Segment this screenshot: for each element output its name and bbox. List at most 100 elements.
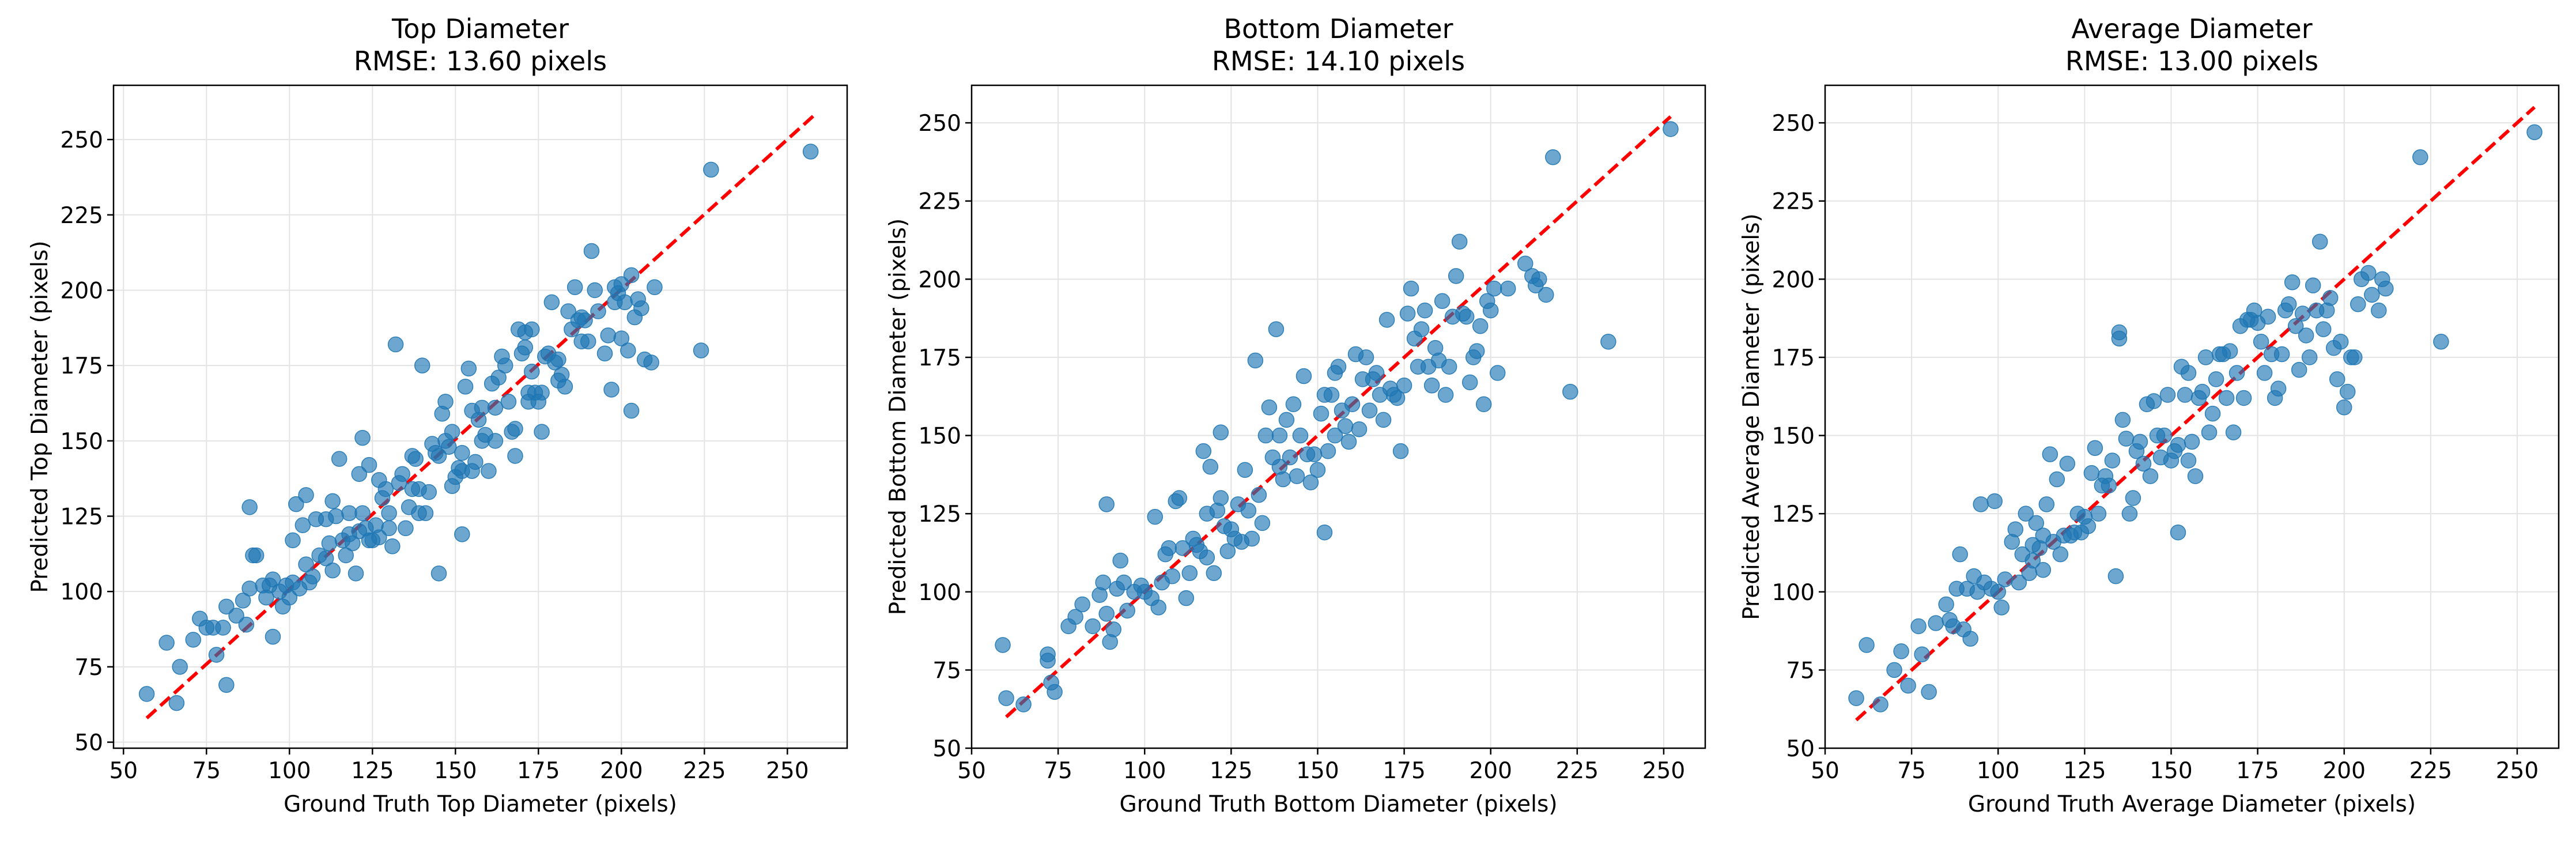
- x-axis-label: Ground Truth Average Diameter (pixels): [1968, 791, 2416, 817]
- scatter-point: [2225, 424, 2242, 440]
- scatter-point: [1344, 396, 1361, 413]
- chart-title: Average Diameter: [2071, 13, 2312, 44]
- scatter-points: [1848, 124, 2543, 712]
- scatter-point: [414, 357, 430, 374]
- x-tick-label: 200: [1469, 758, 1512, 784]
- scatter-point: [1098, 605, 1115, 622]
- y-tick-label: 125: [919, 501, 961, 527]
- scatter-point: [2363, 286, 2380, 303]
- scatter-point: [1295, 368, 1312, 384]
- x-tick-label: 125: [2063, 758, 2106, 784]
- scatter-point: [600, 327, 617, 344]
- scatter-point: [2329, 371, 2345, 387]
- x-tick-label: 100: [1123, 758, 1166, 784]
- scatter-point: [1161, 540, 1177, 556]
- y-tick-label: 225: [1772, 189, 1815, 215]
- scatter-point: [1098, 496, 1115, 512]
- scatter-point: [1448, 268, 1464, 284]
- scatter-point: [481, 463, 497, 479]
- scatter-point: [1261, 399, 1278, 416]
- scatter-point: [2378, 280, 2394, 297]
- scatter-point: [324, 493, 341, 510]
- scatter-point: [354, 505, 371, 522]
- scatter-point: [507, 448, 523, 464]
- scatter-point: [1254, 515, 1271, 531]
- scatter-point: [285, 532, 301, 549]
- y-tick-label: 125: [61, 504, 103, 530]
- x-tick-label: 150: [2150, 758, 2192, 784]
- x-tick-label: 50: [957, 758, 986, 784]
- scatter-point: [1545, 149, 1561, 165]
- scatter-point: [1993, 599, 2010, 616]
- scatter-point: [2114, 412, 2131, 428]
- scatter-point: [1150, 599, 1167, 616]
- x-tick-label: 225: [1556, 758, 1599, 784]
- scatter-point: [2038, 496, 2055, 512]
- scatter-point: [2121, 506, 2138, 522]
- scatter-point: [1340, 433, 1357, 450]
- scatter-point: [1531, 271, 1547, 288]
- x-tick-label: 150: [434, 758, 477, 784]
- scatter-point: [1316, 524, 1333, 541]
- scatter-point: [2218, 390, 2235, 406]
- scatter-point: [1309, 462, 1326, 478]
- y-tick-label: 250: [919, 111, 961, 137]
- scatter-point: [2412, 149, 2428, 165]
- scatter-point: [2146, 393, 2162, 409]
- scatter-point: [1351, 421, 1368, 438]
- scatter-point: [2273, 346, 2290, 363]
- scatter-point: [497, 357, 513, 374]
- scatter-point: [802, 144, 819, 160]
- scatter-point: [228, 608, 244, 624]
- scatter-point: [460, 360, 477, 377]
- scatter-point: [2301, 349, 2318, 365]
- scatter-point: [1517, 255, 1533, 271]
- x-tick-label: 100: [268, 758, 311, 784]
- scatter-point: [1015, 696, 1032, 712]
- scatter-point: [172, 659, 188, 675]
- scatter-point: [2256, 365, 2273, 381]
- scatter-point: [613, 330, 630, 346]
- scatter-point: [647, 279, 663, 295]
- scatter-point: [623, 402, 640, 419]
- y-axis-label: Predicted Top Diameter (pixels): [27, 240, 53, 593]
- scatter-point: [1047, 684, 1063, 700]
- scatter-point: [1886, 662, 1902, 678]
- scatter-point: [998, 690, 1014, 706]
- x-tick-label: 50: [109, 758, 138, 784]
- scatter-point: [421, 484, 437, 500]
- scatter-point: [2360, 265, 2377, 281]
- chart-subtitle: RMSE: 14.10 pixels: [1212, 46, 1465, 77]
- scatter-point: [238, 616, 255, 633]
- scatter-point: [1434, 293, 1451, 310]
- scatter-point: [1206, 565, 1222, 581]
- scatter-points: [995, 121, 1679, 712]
- scatter-point: [1475, 396, 1492, 413]
- scatter-point: [2280, 296, 2297, 312]
- scatter-point: [1893, 643, 1909, 659]
- x-tick-label: 250: [2496, 758, 2539, 784]
- scatter-point: [288, 496, 304, 512]
- scatter-point: [2170, 437, 2186, 453]
- scatter-point: [1202, 459, 1219, 475]
- scatter-point: [138, 686, 155, 702]
- scatter-point: [2007, 521, 2024, 538]
- scatter-point: [344, 535, 361, 552]
- scatter-point: [430, 448, 447, 464]
- scatter-point: [2228, 365, 2245, 381]
- scatter-point: [617, 294, 633, 311]
- scatter-points: [138, 144, 819, 711]
- scatter-point: [328, 508, 344, 525]
- scatter-point: [1482, 302, 1499, 319]
- scatter-point: [2180, 452, 2197, 469]
- scatter-point: [377, 481, 394, 497]
- plot-area-frame: [1824, 84, 2560, 749]
- scatter-point: [1910, 618, 1927, 635]
- scatter-point: [1403, 280, 1419, 297]
- scatter-point: [2284, 274, 2301, 291]
- scatter-point: [1389, 390, 1406, 406]
- scatter-point: [1337, 418, 1354, 435]
- scatter-point: [2083, 465, 2100, 481]
- ticks: 50 75 100 125 150 175 200 225 250 50 75 100 125 150 17…: [61, 127, 809, 784]
